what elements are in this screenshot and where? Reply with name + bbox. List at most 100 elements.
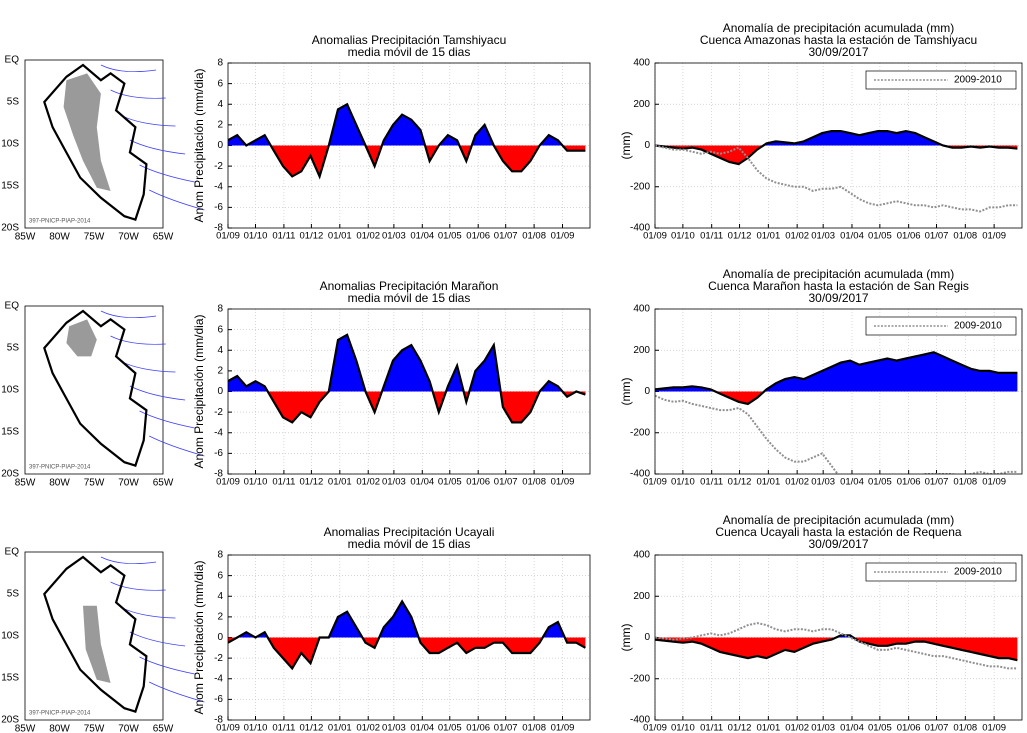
x-tick-label: 01/05 — [868, 723, 892, 733]
river — [139, 164, 195, 183]
x-tick-label: 01/10 — [671, 723, 695, 733]
x-tick-label: 01/05 — [438, 477, 462, 488]
map-lon-label: 70W — [118, 232, 139, 243]
y-tick-label: -8 — [214, 469, 223, 480]
y-tick-label: 6 — [217, 78, 223, 89]
plot-frame — [654, 308, 1023, 475]
y-tick-label: 0 — [217, 386, 223, 397]
x-tick-label: 01/02 — [785, 477, 809, 488]
x-tick-label: 01/11 — [700, 477, 723, 488]
map-lon-label: 70W — [118, 478, 139, 489]
y-tick-label: -200 — [630, 181, 650, 192]
legend-label: 2009-2010 — [954, 75, 1002, 86]
y-tick-label: -8 — [214, 715, 223, 726]
x-tick-label: 01/07 — [494, 231, 518, 242]
x-tick-label: 01/07 — [494, 477, 518, 488]
negative-area — [228, 391, 586, 423]
x-tick-label: 01/08 — [522, 231, 546, 242]
y-tick-label: -4 — [214, 673, 223, 684]
y-tick-label: 0 — [644, 632, 650, 643]
river — [110, 335, 166, 345]
x-tick-label: 01/02 — [356, 231, 380, 242]
y-tick-label: -400 — [630, 715, 650, 726]
map-lon-label: 80W — [49, 232, 70, 243]
x-tick-label: 01/10 — [671, 477, 695, 488]
series-line — [655, 351, 1018, 406]
map-lon-label: 70W — [118, 724, 139, 733]
y-tick-label: -2 — [214, 161, 223, 172]
x-tick-label: 01/04 — [410, 477, 434, 488]
river — [139, 656, 195, 675]
x-tick-label: 01/07 — [925, 477, 949, 488]
y-tick-label: -4 — [214, 427, 223, 438]
x-tick-label: 01/11 — [272, 723, 295, 733]
river — [139, 410, 195, 429]
x-tick-label: 01/12 — [728, 477, 752, 488]
y-tick-label: 400 — [633, 550, 650, 561]
y-tick-label: 2 — [217, 120, 223, 131]
x-tick-label: 01/11 — [700, 231, 723, 242]
river — [100, 310, 157, 318]
map-lon-label: 85W — [15, 724, 36, 733]
x-tick-label: 01/06 — [897, 723, 921, 733]
y-tick-label: -200 — [630, 427, 650, 438]
country-outline — [43, 63, 148, 221]
x-tick-label: 01/09 — [551, 723, 575, 733]
x-tick-label: 01/04 — [840, 477, 864, 488]
x-tick-label: 01/11 — [272, 231, 295, 242]
chart-date: 30/09/2017 — [808, 291, 868, 305]
y-tick-label: -400 — [630, 223, 650, 234]
x-tick-label: 01/02 — [356, 477, 380, 488]
reference-line — [655, 622, 1018, 670]
legend-label: 2009-2010 — [954, 321, 1002, 332]
map-lon-label: 75W — [84, 232, 105, 243]
x-tick-label: 01/12 — [300, 723, 324, 733]
x-tick-label: 01/01 — [756, 477, 780, 488]
y-tick-label: 8 — [217, 550, 223, 561]
x-tick-label: 01/11 — [700, 723, 723, 733]
x-tick-label: 01/09 — [551, 231, 575, 242]
x-tick-label: 01/12 — [728, 723, 752, 733]
basin — [63, 73, 111, 191]
river — [100, 556, 157, 564]
y-tick-label: -2 — [214, 653, 223, 664]
x-tick-label: 01/09 — [216, 477, 240, 488]
x-tick-label: 01/03 — [382, 231, 406, 242]
y-axis-label: Anom Precipitación (mm/dia) — [192, 314, 206, 468]
negative-area — [655, 391, 1018, 404]
y-tick-label: 0 — [644, 386, 650, 397]
map-lon-label: 80W — [49, 724, 70, 733]
positive-area — [228, 601, 586, 638]
river — [110, 89, 166, 99]
y-tick-label: -400 — [630, 469, 650, 480]
y-axis-label: Anom Precipitación (mm/dia) — [192, 68, 206, 222]
x-tick-label: 01/12 — [300, 477, 324, 488]
chart-subtitle: Cuenca Amazonas hasta la estación de Tam… — [700, 33, 977, 47]
x-tick-label: 01/08 — [953, 723, 977, 733]
y-tick-label: -4 — [214, 181, 223, 192]
basin — [66, 319, 97, 357]
map-lat-label: 10S — [1, 139, 19, 150]
map-lon-label: 75W — [84, 724, 105, 733]
x-tick-label: 01/09 — [982, 477, 1006, 488]
chart-date: 30/09/2017 — [808, 45, 868, 59]
x-tick-label: 01/08 — [522, 477, 546, 488]
legend-label: 2009-2010 — [954, 567, 1002, 578]
x-tick-label: 01/03 — [811, 477, 835, 488]
map-lat-label: 10S — [1, 631, 19, 642]
y-tick-label: 2 — [217, 612, 223, 623]
x-tick-label: 01/01 — [756, 231, 780, 242]
river — [129, 631, 186, 647]
y-tick-label: 4 — [217, 99, 223, 110]
y-tick-label: 8 — [217, 304, 223, 315]
x-tick-label: 01/10 — [244, 477, 268, 488]
x-tick-label: 01/06 — [466, 231, 490, 242]
negative-area — [655, 637, 1018, 661]
map-lon-label: 80W — [49, 478, 70, 489]
chart-subtitle: media móvil de 15 dias — [348, 45, 471, 59]
map-lat-label: 10S — [1, 385, 19, 396]
map-lat-label: 15S — [1, 427, 19, 438]
x-tick-label: 01/04 — [840, 723, 864, 733]
map-lat-label: EQ — [5, 547, 20, 558]
x-tick-label: 01/04 — [410, 723, 434, 733]
